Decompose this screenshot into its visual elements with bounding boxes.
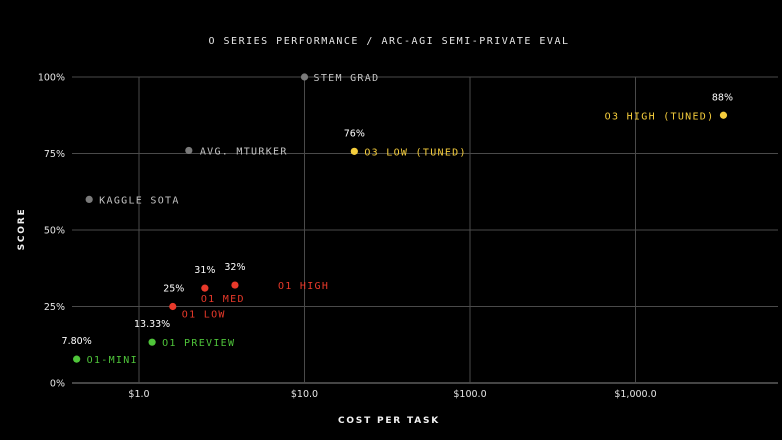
point-label-o1-preview: O1 PREVIEW: [162, 338, 235, 349]
x-tick-label: $10.0: [291, 389, 318, 400]
value-label-o1-mini: 7.80%: [62, 336, 92, 347]
point-o3-low-tuned: [350, 147, 358, 155]
value-label-o3-high-tuned: 88%: [712, 92, 733, 103]
point-label-o1-low: O1 LOW: [182, 310, 226, 321]
point-o1-high: [231, 281, 239, 289]
point-label-o3-low-tuned: O3 LOW (TUNED): [364, 147, 467, 158]
chart-title: O SERIES PERFORMANCE / ARC-AGI SEMI-PRIV…: [209, 36, 570, 47]
point-o1-low: [169, 302, 177, 311]
x-tick-label: $100.0: [453, 389, 486, 400]
y-tick-label: 0%: [50, 379, 65, 390]
point-label-o1-med: O1 MED: [201, 294, 245, 305]
value-label-o1-med: 31%: [194, 265, 215, 276]
point-kaggle-sota: [85, 195, 93, 203]
point-label-o3-high-tuned: O3 HIGH (TUNED): [605, 111, 715, 122]
y-tick-label: 50%: [44, 226, 65, 237]
point-label-o1-mini: O1-MINI: [87, 355, 138, 366]
point-o1-preview: [148, 338, 156, 346]
y-tick-label: 75%: [44, 149, 65, 160]
value-label-o1-low: 25%: [163, 284, 184, 295]
point-label-kaggle-sota: KAGGLE SOTA: [99, 195, 180, 206]
data-points: STEM GRAD AVG. MTURKER KAGGLE SOTA O1-MINI 7…: [62, 73, 733, 366]
point-label-o1-high: O1 HIGH: [278, 281, 329, 292]
point-label-avg-mturker: AVG. MTURKER: [200, 146, 288, 157]
y-tick-label: 25%: [44, 302, 65, 313]
y-tick-label: 100%: [38, 73, 65, 84]
value-label-o1-preview: 13.33%: [134, 319, 170, 330]
x-axis-title: COST PER TASK: [338, 416, 440, 426]
point-stem-grad: [300, 73, 309, 81]
y-axis-title: SCORE: [17, 208, 27, 251]
point-o3-high-tuned: [719, 111, 728, 119]
point-o1-mini: [73, 355, 81, 363]
point-label-stem-grad: STEM GRAD: [314, 73, 380, 84]
point-o1-med: [201, 284, 209, 292]
x-tick-label: $1.0: [128, 389, 149, 400]
tick-labels: 0% 25% 50% 75% 100% $1.0 $10.0 $100.0 $1,000.0: [38, 73, 657, 401]
value-label-o1-high: 32%: [224, 262, 245, 273]
value-label-o3-low-tuned: 76%: [344, 128, 365, 139]
point-avg-mturker: [185, 146, 193, 155]
x-tick-label: $1,000.0: [614, 389, 656, 400]
